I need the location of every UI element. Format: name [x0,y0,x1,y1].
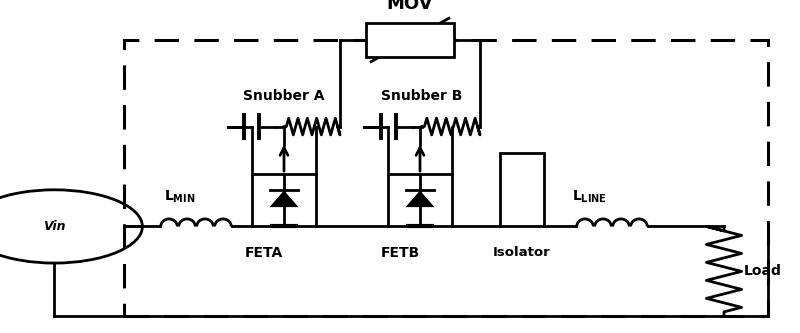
Bar [366,23,454,57]
Text: Snubber A: Snubber A [243,89,325,103]
Text: Load: Load [744,264,782,278]
Text: FETB: FETB [380,246,420,260]
Text: Isolator: Isolator [493,246,551,259]
Text: Snubber B: Snubber B [382,89,462,103]
Text: $\mathbf{L}_{\mathbf{MIN}}$: $\mathbf{L}_{\mathbf{MIN}}$ [164,188,195,205]
Text: $\mathbf{L}_{\mathbf{LINE}}$: $\mathbf{L}_{\mathbf{LINE}}$ [572,188,607,205]
Text: FETA: FETA [245,246,283,260]
Polygon shape [406,190,434,207]
Bar [500,153,544,226]
Polygon shape [270,190,298,207]
Text: Vin: Vin [43,220,66,233]
Text: MOV: MOV [386,0,434,13]
